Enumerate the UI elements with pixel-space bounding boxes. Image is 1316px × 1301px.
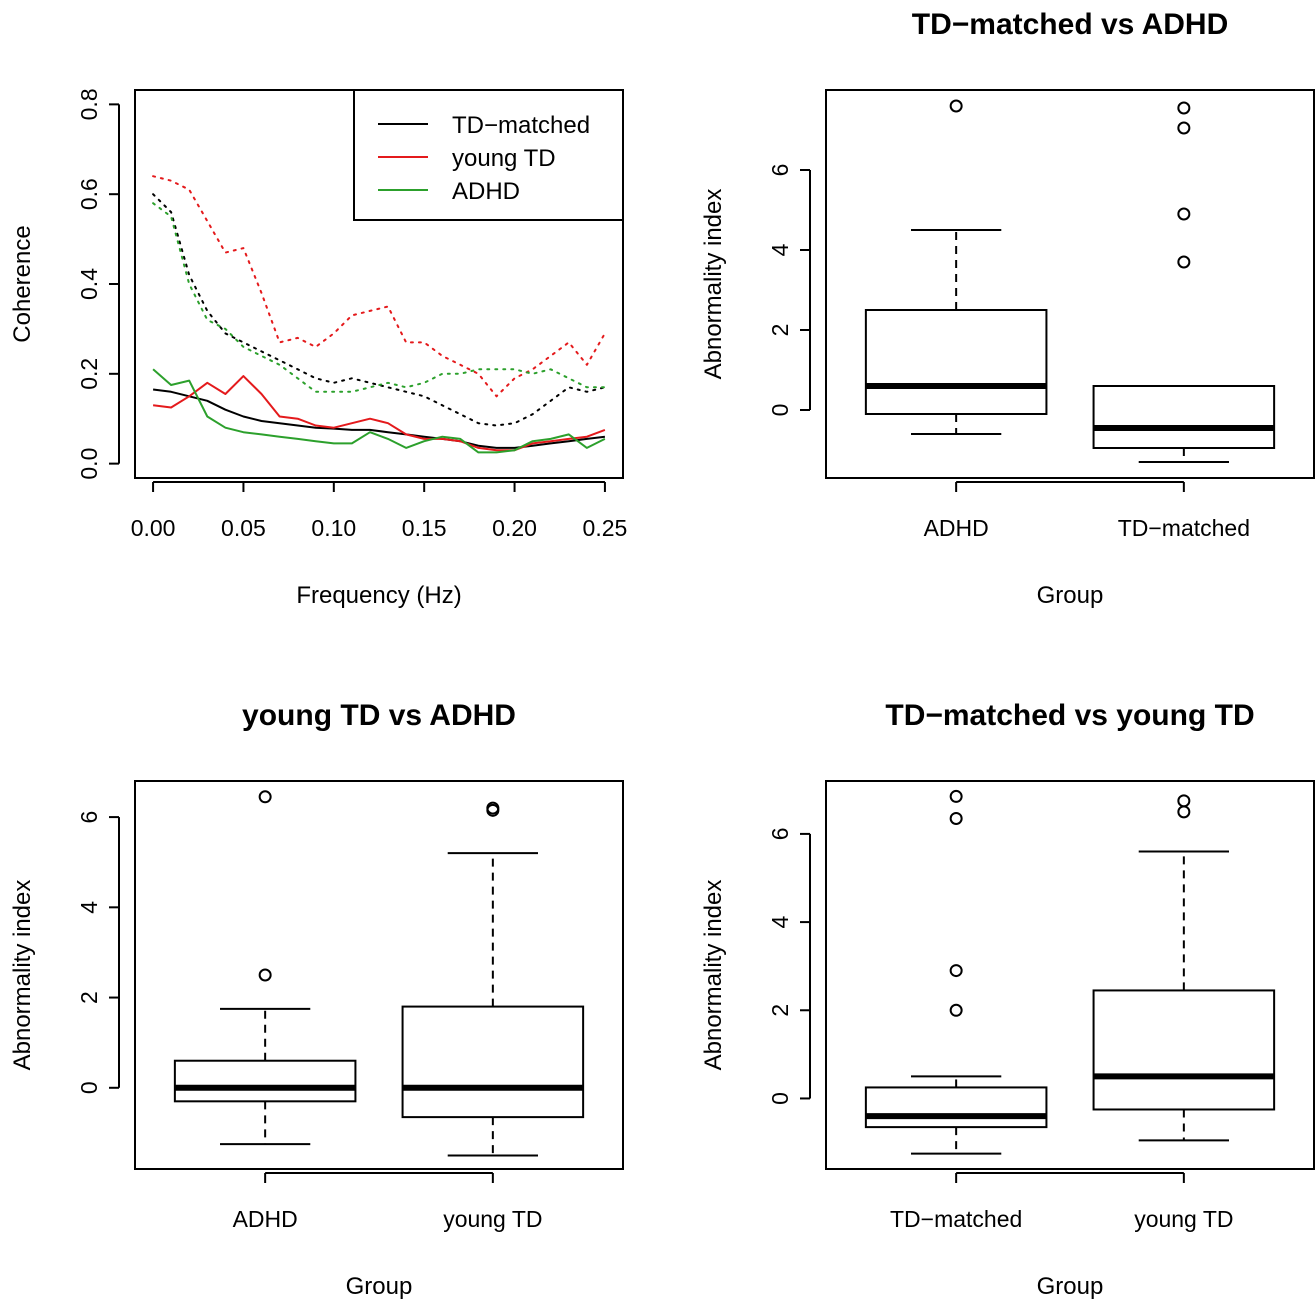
group-labels: ADHD TD−matched xyxy=(924,481,1250,541)
y-tick-labels: 0 2 4 6 xyxy=(767,164,811,417)
outlier-point xyxy=(486,803,500,817)
outlier-point xyxy=(1177,207,1191,221)
y-tick-label: 0.4 xyxy=(76,268,102,300)
boxplot-young-td-vs-adhd: young TD vs ADHD Group Abnormality index… xyxy=(9,699,624,1300)
x-axis-label: Group xyxy=(346,1273,413,1300)
y-tick-label: 6 xyxy=(767,164,793,177)
legend: TD−matched young TD ADHD xyxy=(353,89,624,221)
x-tick-label: 0.05 xyxy=(221,515,266,541)
y-axis-label: Coherence xyxy=(9,225,36,342)
plot-frame xyxy=(825,89,1315,479)
outlier-point xyxy=(1177,794,1191,808)
y-tick-label: 0 xyxy=(767,404,793,417)
box-iqr xyxy=(401,1005,585,1119)
boxplot-td-matched-vs-adhd: TD−matched vs ADHD Group Abnormality ind… xyxy=(700,8,1315,609)
x-tick-label: 0.00 xyxy=(131,515,176,541)
box-iqr xyxy=(864,309,1048,415)
plot-area xyxy=(825,89,1315,479)
series-line-young-td xyxy=(152,375,606,452)
boxplot-td-matched-vs-young-td: TD−matched vs young TD Group Abnormality… xyxy=(700,699,1315,1300)
outlier-point xyxy=(949,99,963,113)
coherence-line-chart: Frequency (Hz) Coherence 0.00 0.05 0.10 0.1… xyxy=(9,88,627,609)
x-tick-labels: 0.00 0.05 0.10 0.15 0.20 0.25 xyxy=(131,481,628,541)
group-label: TD−matched xyxy=(1118,515,1250,541)
group-labels: ADHD young TD xyxy=(233,1172,543,1232)
outlier-point xyxy=(949,811,963,825)
chart-title: young TD vs ADHD xyxy=(242,699,516,732)
box-iqr xyxy=(864,1086,1048,1129)
legend-label: TD−matched xyxy=(452,112,590,139)
series-line-dotted-5 xyxy=(152,202,606,393)
y-tick-label: 2 xyxy=(767,324,793,337)
y-tick-label: 0.2 xyxy=(76,358,102,390)
y-tick-label: 2 xyxy=(76,991,102,1004)
group-label: TD−matched xyxy=(890,1206,1022,1232)
y-tick-labels: 0 2 4 6 xyxy=(76,811,120,1094)
y-tick-label: 0.8 xyxy=(76,88,102,120)
y-tick-label: 2 xyxy=(767,1004,793,1017)
y-axis-label: Abnormality index xyxy=(700,189,727,380)
y-tick-label: 4 xyxy=(767,915,793,928)
y-tick-label: 0.0 xyxy=(76,448,102,480)
plot-frame xyxy=(134,780,624,1170)
outlier-point xyxy=(949,1003,963,1017)
box-iqr xyxy=(173,1059,357,1103)
legend-box xyxy=(353,89,624,221)
y-tick-label: 6 xyxy=(767,828,793,841)
plot-frame xyxy=(825,780,1315,1170)
outlier-point xyxy=(1177,121,1191,135)
outlier-point xyxy=(1177,805,1191,819)
outlier-point xyxy=(258,968,272,982)
plot-area xyxy=(134,780,624,1170)
legend-label: young TD xyxy=(452,145,556,172)
group-label: ADHD xyxy=(233,1206,298,1232)
x-tick-label: 0.25 xyxy=(583,515,628,541)
group-labels: TD−matched young TD xyxy=(890,1172,1234,1232)
y-tick-label: 0 xyxy=(767,1092,793,1105)
series-line-adhd xyxy=(152,368,606,454)
y-axis-label: Abnormality index xyxy=(9,880,36,1071)
x-axis-label: Group xyxy=(1037,1273,1104,1300)
x-tick-label: 0.10 xyxy=(311,515,356,541)
box-iqr xyxy=(1092,989,1276,1111)
outlier-point xyxy=(949,964,963,978)
plot-area xyxy=(825,780,1315,1170)
chart-title: TD−matched vs young TD xyxy=(885,699,1254,732)
chart-title: TD−matched vs ADHD xyxy=(912,8,1228,41)
x-tick-label: 0.15 xyxy=(402,515,447,541)
y-tick-labels: 0 2 4 6 xyxy=(767,828,811,1105)
x-axis-label: Frequency (Hz) xyxy=(296,582,461,609)
group-label: young TD xyxy=(443,1206,542,1232)
outlier-point xyxy=(949,789,963,803)
outlier-point xyxy=(258,790,272,804)
y-tick-label: 4 xyxy=(767,243,793,256)
y-tick-label: 4 xyxy=(76,901,102,914)
x-axis-label: Group xyxy=(1037,582,1104,609)
legend-label: ADHD xyxy=(452,178,520,205)
y-tick-label: 6 xyxy=(76,811,102,824)
y-axis-label: Abnormality index xyxy=(700,880,727,1071)
box-iqr xyxy=(1092,385,1276,449)
y-tick-label: 0 xyxy=(76,1081,102,1094)
outlier-point xyxy=(1177,101,1191,115)
y-tick-label: 0.6 xyxy=(76,178,102,210)
outlier-point xyxy=(1177,255,1191,269)
series-line-td-matched xyxy=(152,388,606,449)
group-label: ADHD xyxy=(924,515,989,541)
group-label: young TD xyxy=(1134,1206,1233,1232)
y-tick-labels: 0.0 0.2 0.4 0.6 0.8 xyxy=(76,88,120,480)
x-tick-label: 0.20 xyxy=(492,515,537,541)
series-line-dotted-4 xyxy=(152,175,606,398)
